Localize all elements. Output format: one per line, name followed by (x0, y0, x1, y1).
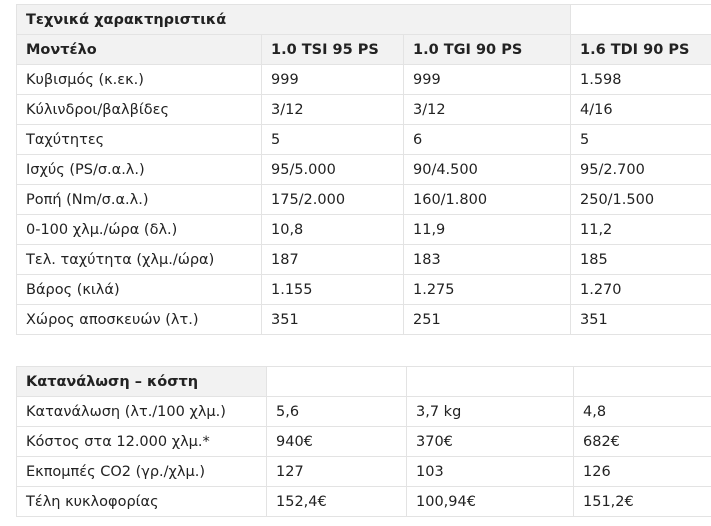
spec-row: Κυβισμός (κ.εκ.) 999 999 1.598 (16, 64, 711, 95)
consumption-title-empty-cell (406, 366, 574, 397)
value-cell: 185 (570, 244, 711, 275)
consumption-table: Κατανάλωση – κόστη Κατανάλωση (λτ./100 χ… (16, 366, 711, 517)
value-cell: 351 (261, 304, 404, 335)
value-cell: 95/2.700 (570, 154, 711, 185)
value-cell: 126 (573, 456, 711, 487)
value-cell: 5,6 (266, 396, 407, 427)
value-cell: 5 (261, 124, 404, 155)
specs-header-row: Μοντέλο 1.0 TSI 95 PS 1.0 TGI 90 PS 1.6 … (16, 34, 711, 65)
consumption-title-empty-cell (573, 366, 711, 397)
value-cell: 3/12 (403, 94, 571, 125)
row-label-cell: Κόστος στα 12.000 χλμ.* (16, 426, 267, 457)
value-cell: 370€ (406, 426, 574, 457)
row-label-cell: 0-100 χλμ./ώρα (δλ.) (16, 214, 262, 245)
specs-title-row: Τεχνικά χαρακτηριστικά (16, 4, 711, 35)
row-label-cell: Χώρος αποσκευών (λτ.) (16, 304, 262, 335)
value-cell: 999 (261, 64, 404, 95)
value-cell: 4/16 (570, 94, 711, 125)
row-label-cell: Κύλινδροι/βαλβίδες (16, 94, 262, 125)
header-tgi: 1.0 TGI 90 PS (403, 34, 571, 65)
value-cell: 1.275 (403, 274, 571, 305)
spec-row: Ισχύς (PS/σ.α.λ.) 95/5.000 90/4.500 95/2.70… (16, 154, 711, 185)
row-label-cell: Τελ. ταχύτητα (χλμ./ώρα) (16, 244, 262, 275)
value-cell: 3/12 (261, 94, 404, 125)
value-cell: 187 (261, 244, 404, 275)
consumption-title: Κατανάλωση – κόστη (16, 366, 267, 397)
spec-row: Χώρος αποσκευών (λτ.) 351 251 351 (16, 304, 711, 335)
value-cell: 175/2.000 (261, 184, 404, 215)
value-cell: 3,7 kg (406, 396, 574, 427)
spec-row: Ταχύτητες 5 6 5 (16, 124, 711, 155)
row-label-cell: Ισχύς (PS/σ.α.λ.) (16, 154, 262, 185)
consumption-row: Κατανάλωση (λτ./100 χλμ.) 5,6 3,7 kg 4,8 (16, 396, 711, 427)
value-cell: 10,8 (261, 214, 404, 245)
row-label-cell: Εκπομπές CO2 (γρ./χλμ.) (16, 456, 267, 487)
value-cell: 90/4.500 (403, 154, 571, 185)
value-cell: 160/1.800 (403, 184, 571, 215)
value-cell: 999 (403, 64, 571, 95)
value-cell: 251 (403, 304, 571, 335)
value-cell: 940€ (266, 426, 407, 457)
spec-row: Τελ. ταχύτητα (χλμ./ώρα) 187 183 185 (16, 244, 711, 275)
consumption-row: Εκπομπές CO2 (γρ./χλμ.) 127 103 126 (16, 456, 711, 487)
consumption-row: Κόστος στα 12.000 χλμ.* 940€ 370€ 682€ (16, 426, 711, 457)
specs-table: Τεχνικά χαρακτηριστικά Μοντέλο 1.0 TSI 9… (16, 4, 711, 335)
consumption-title-row: Κατανάλωση – κόστη (16, 366, 711, 397)
value-cell: 1.155 (261, 274, 404, 305)
row-label-cell: Ροπή (Nm/σ.α.λ.) (16, 184, 262, 215)
value-cell: 95/5.000 (261, 154, 404, 185)
row-label-cell: Κατανάλωση (λτ./100 χλμ.) (16, 396, 267, 427)
spec-row: Βάρος (κιλά) 1.155 1.275 1.270 (16, 274, 711, 305)
value-cell: 1.270 (570, 274, 711, 305)
value-cell: 4,8 (573, 396, 711, 427)
value-cell: 682€ (573, 426, 711, 457)
value-cell: 127 (266, 456, 407, 487)
spec-row: Κύλινδροι/βαλβίδες 3/12 3/12 4/16 (16, 94, 711, 125)
row-label-cell: Βάρος (κιλά) (16, 274, 262, 305)
consumption-row: Τέλη κυκλοφορίας 152,4€ 100,94€ 151,2€ (16, 486, 711, 517)
value-cell: 6 (403, 124, 571, 155)
value-cell: 11,9 (403, 214, 571, 245)
value-cell: 152,4€ (266, 486, 407, 517)
row-label-cell: Τέλη κυκλοφορίας (16, 486, 267, 517)
value-cell: 183 (403, 244, 571, 275)
value-cell: 100,94€ (406, 486, 574, 517)
value-cell: 250/1.500 (570, 184, 711, 215)
header-model: Μοντέλο (16, 34, 262, 65)
spec-row: Ροπή (Nm/σ.α.λ.) 175/2.000 160/1.800 250/1.… (16, 184, 711, 215)
value-cell: 1.598 (570, 64, 711, 95)
spec-row: 0-100 χλμ./ώρα (δλ.) 10,8 11,9 11,2 (16, 214, 711, 245)
value-cell: 151,2€ (573, 486, 711, 517)
value-cell: 103 (406, 456, 574, 487)
specs-title: Τεχνικά χαρακτηριστικά (16, 4, 571, 35)
header-tdi: 1.6 TDI 90 PS (570, 34, 711, 65)
row-label-cell: Ταχύτητες (16, 124, 262, 155)
value-cell: 5 (570, 124, 711, 155)
value-cell: 351 (570, 304, 711, 335)
value-cell: 11,2 (570, 214, 711, 245)
specs-title-empty-cell (570, 4, 711, 35)
header-tsi: 1.0 TSI 95 PS (261, 34, 404, 65)
consumption-title-empty-cell (266, 366, 407, 397)
row-label-cell: Κυβισμός (κ.εκ.) (16, 64, 262, 95)
